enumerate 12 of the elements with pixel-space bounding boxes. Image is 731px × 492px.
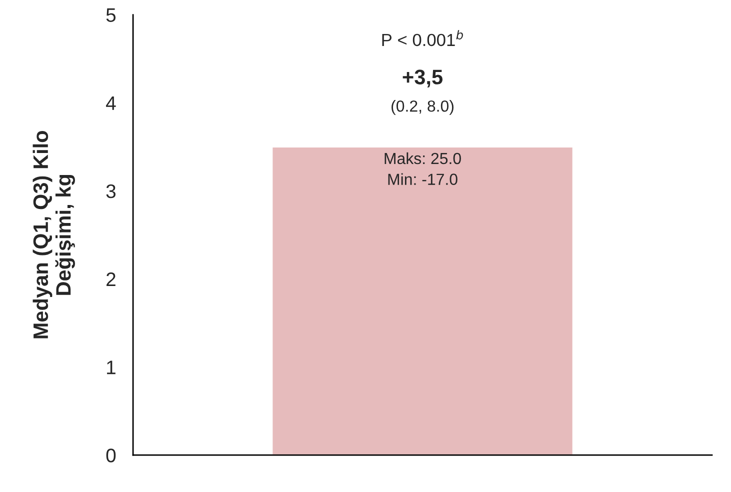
y-tick-label: 3 <box>106 184 116 198</box>
annotation: P < 0.001$^{b}$ <box>382 30 463 46</box>
y-tick-label: 4 <box>106 96 116 110</box>
annotation: Maks: 25.0 <box>384 152 461 164</box>
y-axis-title: Medyan (Q1, Q3) Kilo Değişimi, kg <box>32 130 76 338</box>
annotation: Min: -17.0 <box>388 173 458 185</box>
y-tick-label: 1 <box>107 360 116 374</box>
y-tick-label: 2 <box>106 272 116 286</box>
y-tick-label: 5 <box>106 8 116 22</box>
annotation: (0.2, 8.0) <box>392 100 454 115</box>
data-label: +3,5 <box>402 70 442 88</box>
y-tick-label: 0 <box>106 448 116 462</box>
